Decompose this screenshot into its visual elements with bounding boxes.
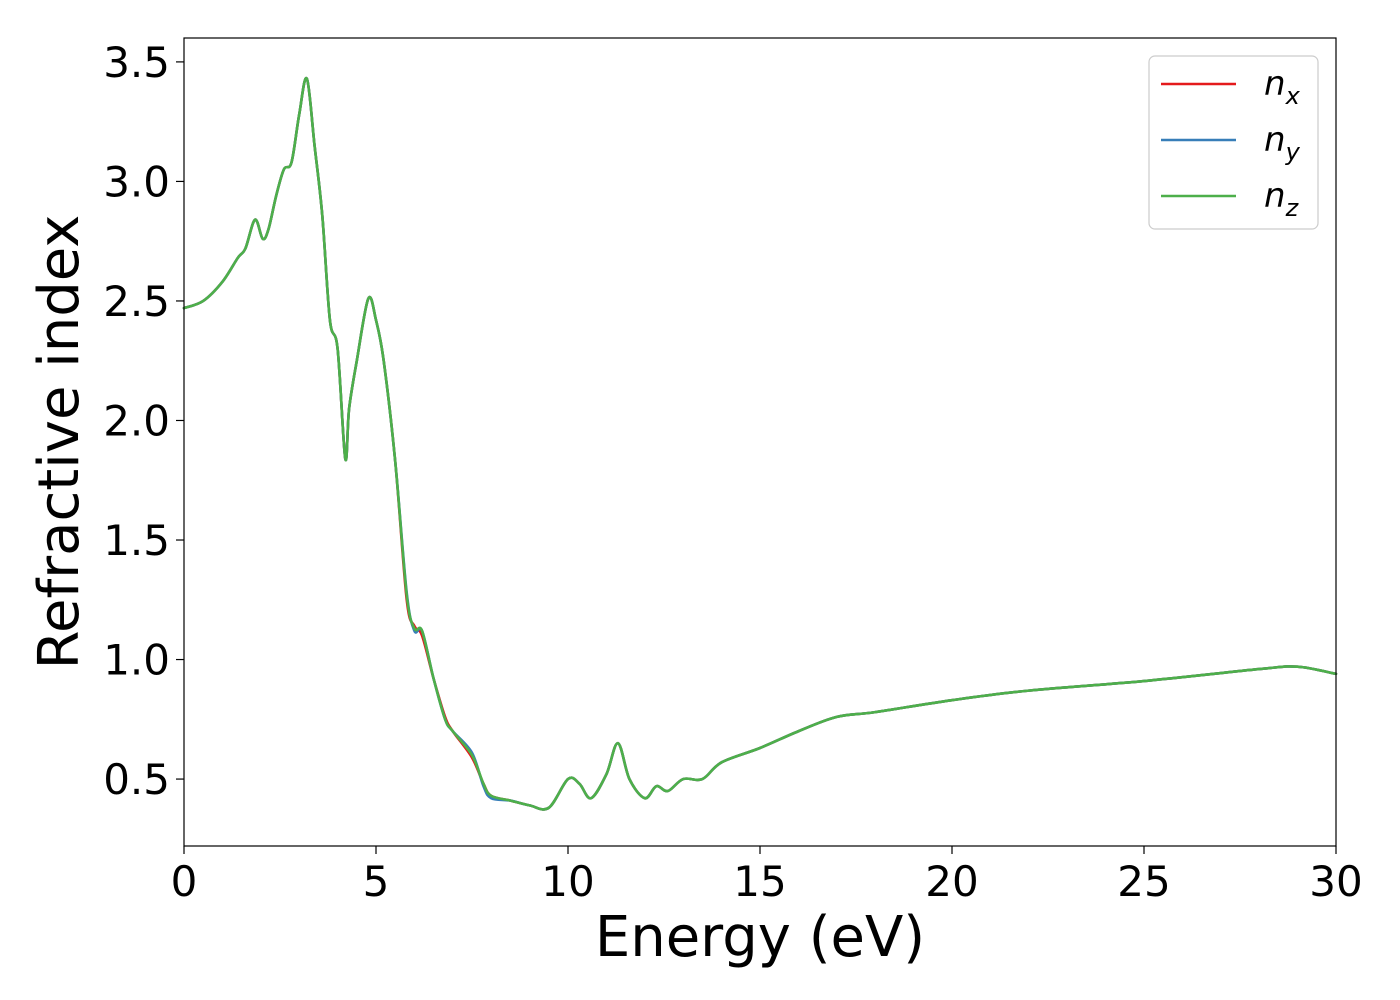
y-tick-label: 1.0: [103, 636, 170, 685]
legend: nx ny nz: [1148, 55, 1319, 230]
y-tick-label: 1.5: [103, 516, 170, 565]
legend-box: [1148, 55, 1319, 230]
y-tick-label: 3.0: [103, 157, 170, 206]
x-tick-label: 25: [1117, 857, 1170, 906]
legend-label-x: nx: [1264, 64, 1301, 110]
x-tick-label: 5: [363, 857, 390, 906]
x-tick-label: 30: [1309, 857, 1362, 906]
y-axis-label: Refractive index: [27, 215, 92, 670]
x-tick-label: 20: [925, 857, 978, 906]
series-layer: [182, 76, 1338, 811]
x-tick-label: 0: [171, 857, 198, 906]
x-axis-label: Energy (eV): [595, 905, 925, 970]
y-axis-ticks: 0.5 1.0 1.5 2.0 2.5 3.0 3.5: [103, 38, 184, 804]
x-tick-label: 15: [733, 857, 786, 906]
legend-label-y: ny: [1264, 120, 1301, 166]
x-tick-label: 10: [541, 857, 594, 906]
y-tick-label: 0.5: [103, 755, 170, 804]
x-axis-ticks: 0 5 10 15 20 25 30: [171, 846, 1363, 906]
legend-label-z: nz: [1264, 176, 1300, 222]
y-tick-label: 2.0: [103, 396, 170, 445]
y-tick-label: 3.5: [103, 38, 170, 87]
y-tick-label: 2.5: [103, 277, 170, 326]
series-line-z: [182, 76, 1338, 811]
